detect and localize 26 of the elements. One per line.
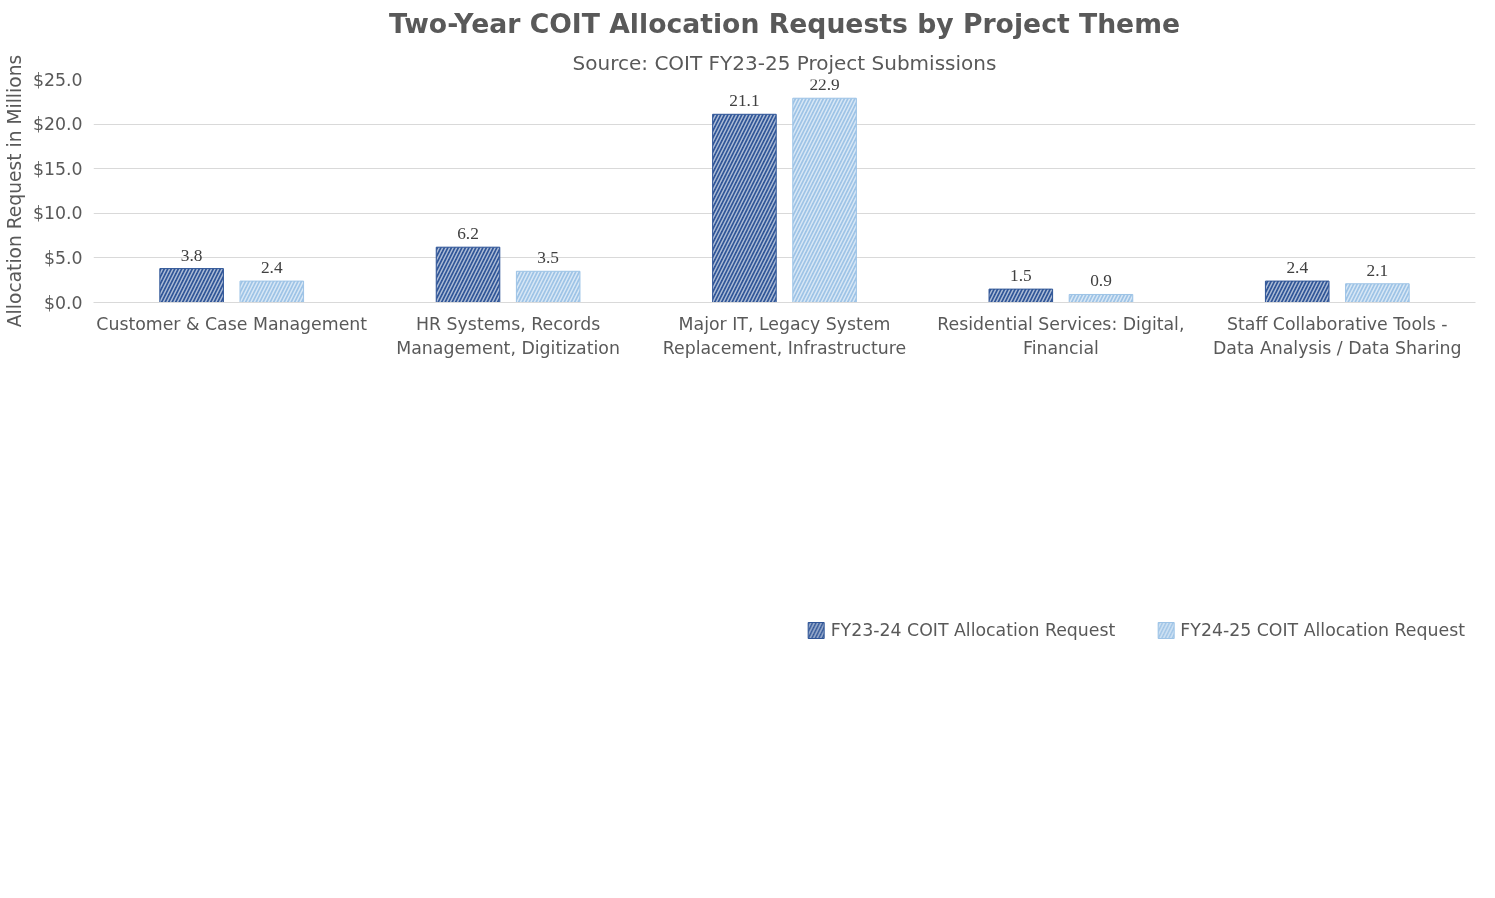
chart-title: Two-Year COIT Allocation Requests by Project Theme [388,7,1181,39]
data-label: 3.5 [537,248,560,268]
legend-label: FY23-24 COIT Allocation Request [830,620,1116,640]
y-tick-label: $15.0 [32,158,83,179]
data-label: 0.9 [1090,271,1112,291]
x-tick-label: Major IT, Legacy System Replacement, Infrastructure [662,313,907,358]
x-tick-label: HR Systems, Records Management, Digitization [396,313,620,358]
y-axis-title: Allocation Request in Millions [3,54,25,328]
y-tick-label: $10.0 [32,203,83,224]
legend-label: FY24-25 COIT Allocation Request [1180,620,1465,640]
data-label: 1.5 [1009,266,1032,286]
data-label: 2.1 [1366,260,1389,280]
x-tick-label: Staff Collaborative Tools - Data Analysis / Data Sharing [1213,313,1462,358]
data-label: 3.8 [180,245,203,265]
data-label: 21.1 [729,91,760,111]
data-label: 22.9 [809,75,840,95]
y-tick-label: $0.0 [43,292,83,313]
data-label: 2.4 [260,258,283,278]
y-tick-label: $5.0 [43,247,83,268]
x-tick-label: Residential Services: Digital, Financial [937,313,1185,358]
y-tick-label: $20.0 [32,114,83,135]
chart-subtitle: Source: COIT FY23-25 Project Submissions [572,50,997,75]
y-tick-label: $25.0 [32,69,83,90]
x-tick-label: Customer & Case Management [96,313,368,334]
data-label: 6.2 [457,224,479,244]
data-label: 2.4 [1286,258,1309,278]
